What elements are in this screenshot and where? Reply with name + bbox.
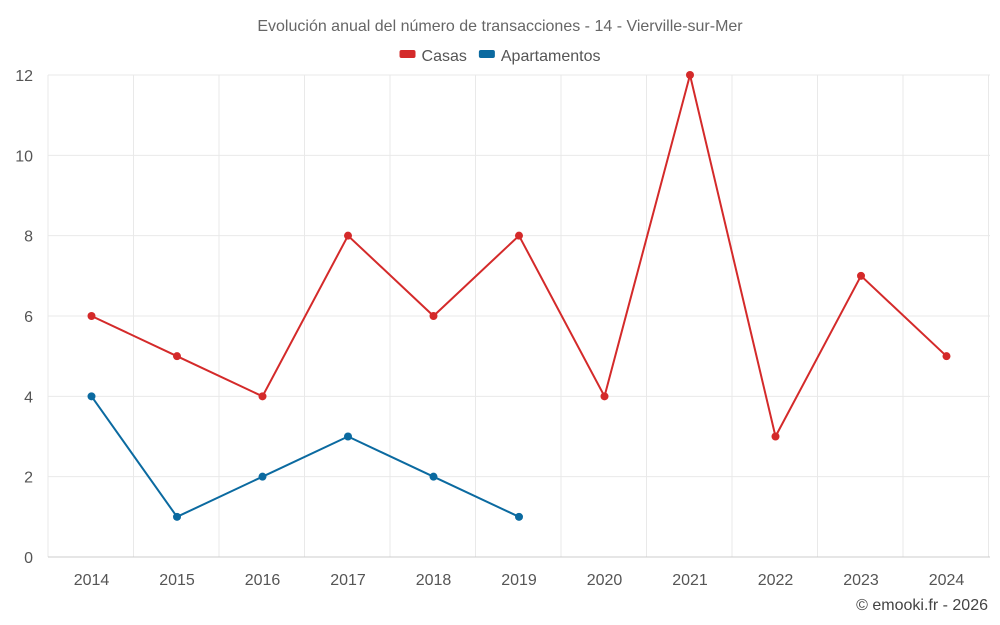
data-point[interactable]: [600, 392, 609, 401]
legend-label-apartamentos[interactable]: Apartamentos: [501, 48, 601, 65]
x-tick-label: 2015: [159, 572, 195, 589]
data-point[interactable]: [87, 312, 96, 320]
y-tick-label: 0: [24, 550, 33, 567]
data-point[interactable]: [515, 512, 523, 521]
data-point[interactable]: [173, 512, 181, 521]
data-point[interactable]: [515, 231, 523, 240]
data-point[interactable]: [173, 352, 181, 361]
data-point[interactable]: [429, 312, 438, 320]
x-tick-label: 2019: [501, 572, 537, 589]
data-point[interactable]: [686, 71, 694, 79]
data-point[interactable]: [87, 392, 96, 401]
legend-label-casas[interactable]: Casas: [422, 48, 467, 65]
credit-text: © emooki.fr - 2026: [856, 597, 988, 614]
grid: [47, 74, 990, 558]
series-line-apartamentos: [90, 395, 520, 518]
data-point[interactable]: [344, 231, 352, 240]
y-tick-label: 2: [24, 470, 33, 487]
x-axis: 2014 2015 2016 2017 2018 2019 2020 2021 2022 2023…: [74, 572, 965, 589]
x-tick-label: 2023: [843, 572, 879, 589]
series-group: [87, 71, 951, 521]
y-tick-label: 12: [15, 68, 33, 85]
x-tick-label: 2021: [672, 572, 708, 589]
series-line-casas: [91, 74, 948, 438]
data-point[interactable]: [857, 271, 865, 280]
y-tick-label: 4: [24, 389, 33, 406]
data-point[interactable]: [258, 472, 267, 481]
legend-swatch: [478, 50, 495, 58]
data-point[interactable]: [771, 432, 780, 441]
data-point[interactable]: [258, 392, 267, 401]
data-point[interactable]: [429, 472, 438, 481]
x-tick-label: 2018: [416, 572, 452, 589]
x-tick-label: 2020: [587, 572, 623, 589]
y-tick-label: 10: [15, 148, 33, 165]
x-tick-label: 2016: [245, 572, 281, 589]
y-tick-label: 8: [24, 229, 33, 246]
x-tick-label: 2022: [758, 572, 794, 589]
data-point[interactable]: [344, 432, 352, 441]
y-tick-label: 6: [24, 309, 33, 326]
x-tick-label: 2024: [929, 572, 965, 589]
legend-swatch: [399, 50, 416, 58]
legend: Casas Apartamentos: [399, 48, 601, 65]
x-tick-label: 2017: [330, 572, 366, 589]
data-point[interactable]: [942, 352, 951, 361]
y-axis: 0 2 4 6 8 10 12: [15, 68, 33, 567]
chart-title: Evolución anual del número de transaccio…: [257, 18, 743, 35]
x-tick-label: 2014: [74, 572, 110, 589]
